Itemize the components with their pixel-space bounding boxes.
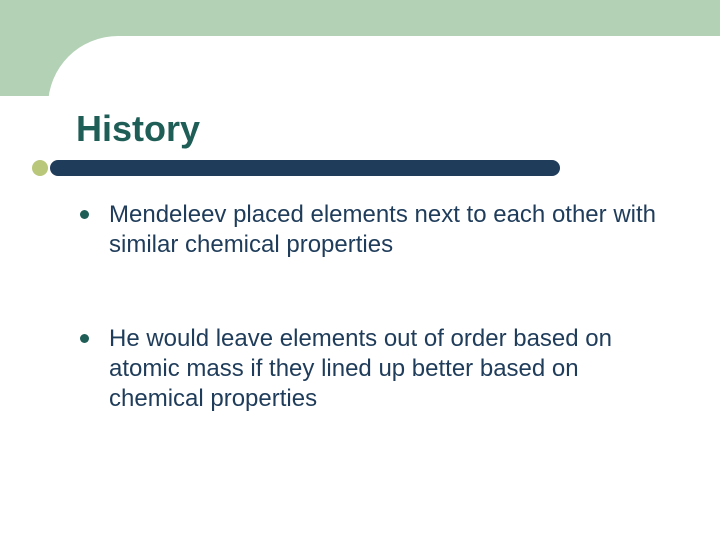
bullet-icon <box>80 210 89 219</box>
list-item: Mendeleev placed elements next to each o… <box>80 200 660 260</box>
bullet-icon <box>80 334 89 343</box>
list-item: He would leave elements out of order bas… <box>80 324 660 414</box>
title-underline-bar <box>50 160 560 176</box>
accent-dot-icon <box>32 160 48 176</box>
slide-body: Mendeleev placed elements next to each o… <box>80 200 660 478</box>
bullet-text: Mendeleev placed elements next to each o… <box>109 200 660 260</box>
slide: History Mendeleev placed elements next t… <box>0 0 720 540</box>
bullet-text: He would leave elements out of order bas… <box>109 324 660 414</box>
slide-title: History <box>76 108 200 150</box>
